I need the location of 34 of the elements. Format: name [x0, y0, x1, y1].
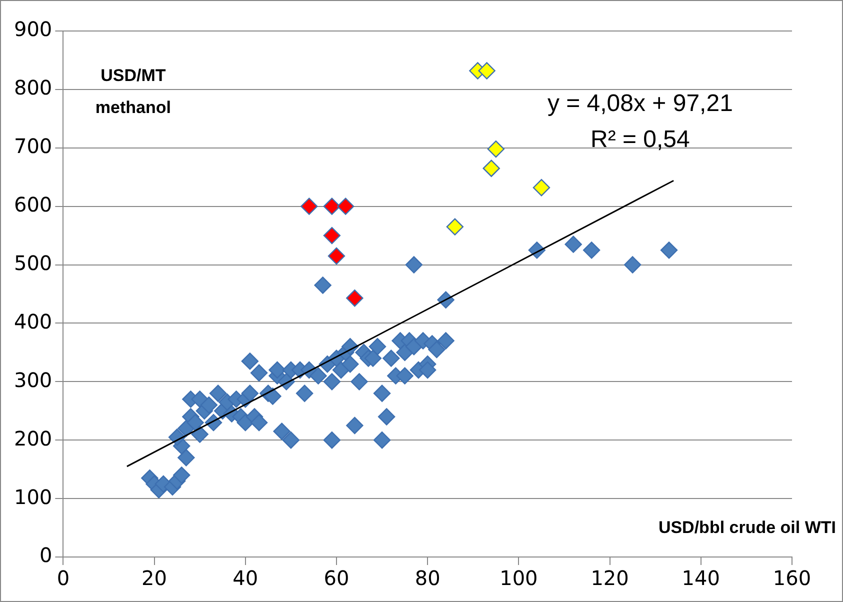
point	[482, 160, 500, 177]
x-tick-label: 100	[500, 566, 538, 590]
y-tick-label: 300	[14, 368, 52, 392]
annotation: R² = 0,54	[590, 126, 690, 153]
y-axis-title: USD/MT methanol	[95, 66, 171, 117]
y-tick-label: 800	[14, 76, 52, 100]
y-tick-label: 500	[14, 250, 52, 275]
x-tick-label: 160	[772, 566, 812, 590]
y-tick-label: 100	[14, 484, 52, 509]
y-tick-label: 0	[39, 543, 52, 568]
x-tick-label: 0	[56, 566, 70, 590]
x-tick-label: 120	[590, 566, 629, 590]
point	[478, 62, 496, 80]
y-tick-label: 400	[14, 309, 52, 334]
x-tick-label: 40	[232, 566, 258, 590]
point	[323, 226, 341, 244]
x-tick-label: 60	[324, 566, 350, 590]
annotation: y = 4,08x + 97,21	[547, 90, 733, 117]
x-axis-title: USD/bbl crude oil WTI	[658, 518, 836, 537]
point	[323, 198, 341, 215]
point	[346, 289, 364, 307]
y-tick-label: 200	[14, 426, 52, 450]
x-tick-label: 140	[682, 566, 720, 590]
point	[532, 179, 550, 196]
y-tick-label: 900	[14, 17, 52, 42]
point	[336, 198, 354, 215]
y-tick-label: 600	[14, 192, 52, 217]
point	[446, 218, 464, 236]
x-tick-label: 20	[142, 566, 168, 590]
point	[300, 198, 318, 215]
point	[328, 247, 346, 265]
point	[487, 140, 505, 158]
y-tick-label: 700	[14, 134, 52, 158]
x-tick-label: 80	[414, 566, 440, 590]
